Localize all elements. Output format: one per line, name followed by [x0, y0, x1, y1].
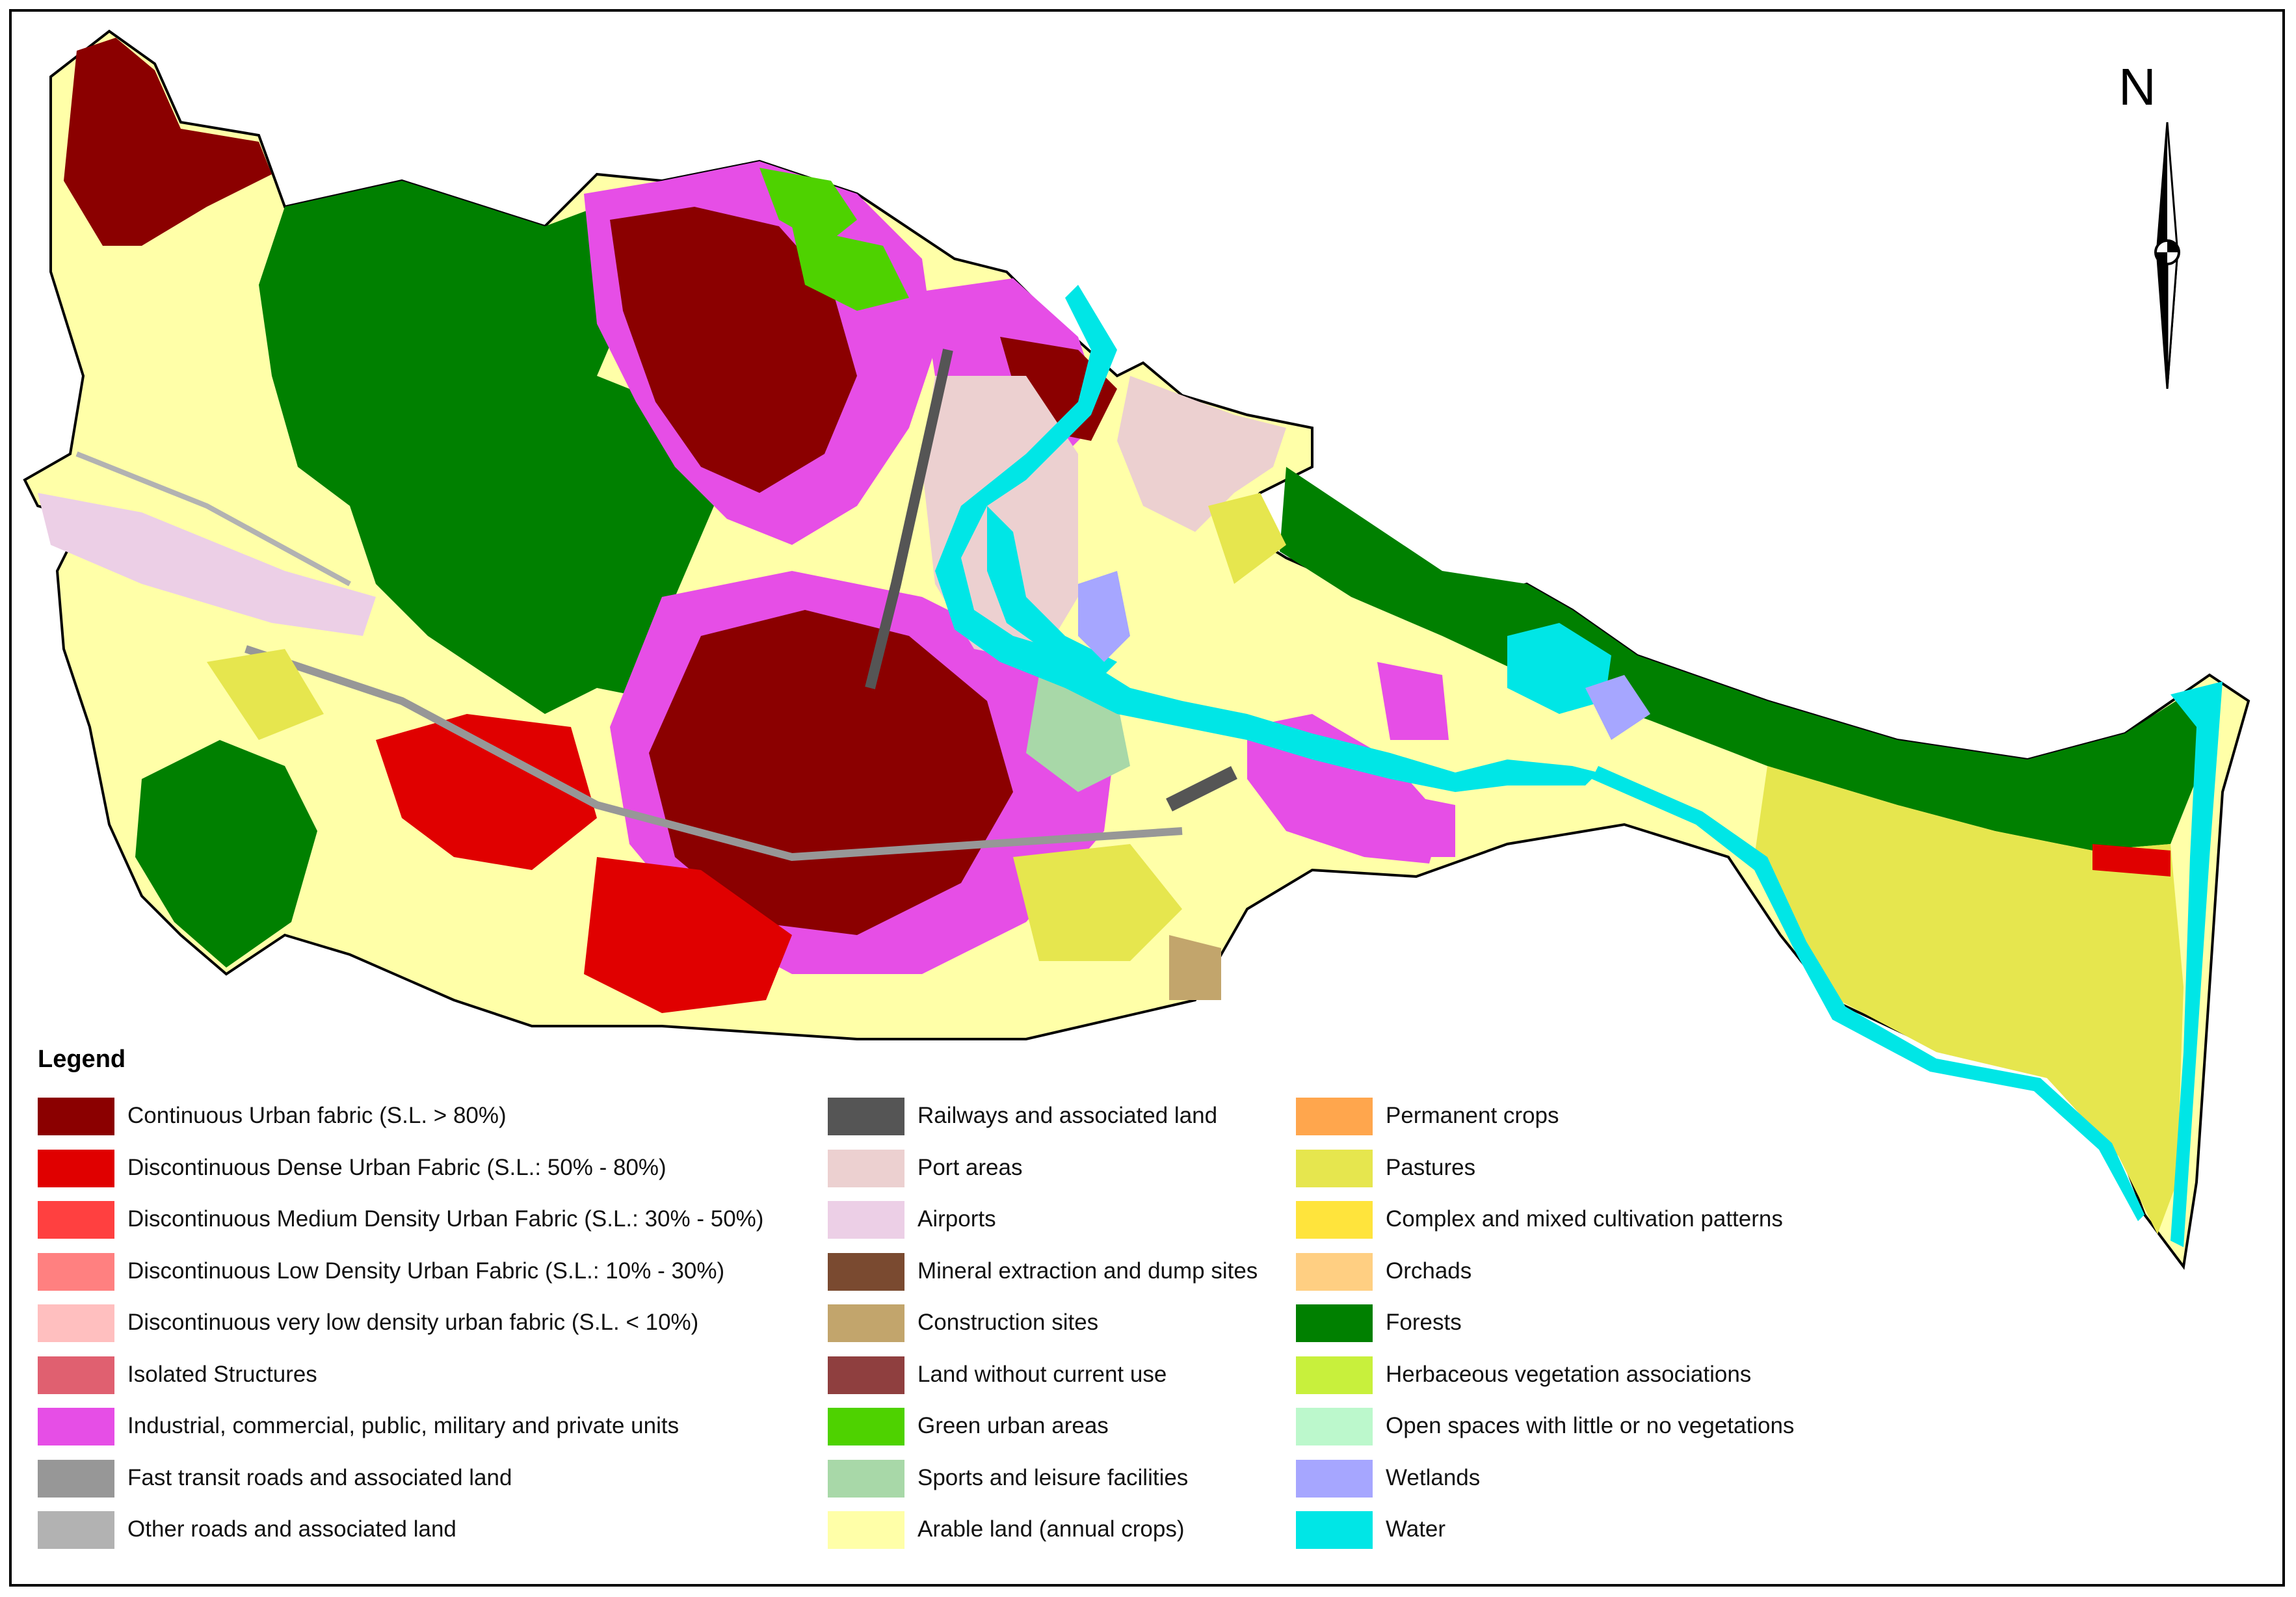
legend-label: Land without current use: [917, 1361, 1167, 1387]
legend-swatch: [828, 1511, 904, 1549]
legend-swatch: [38, 1511, 114, 1549]
urban-southwest: [376, 714, 597, 870]
legend-label: Orchads: [1386, 1258, 1472, 1284]
legend-swatch: [828, 1149, 904, 1187]
legend-swatch: [1296, 1356, 1373, 1394]
legend-swatch: [1296, 1511, 1373, 1549]
legend-label: Discontinuous Medium Density Urban Fabri…: [127, 1206, 764, 1232]
legend-label: Discontinuous very low density urban fab…: [127, 1310, 699, 1335]
legend-label: Other roads and associated land: [127, 1516, 456, 1542]
legend-label: Discontinuous Low Density Urban Fabric (…: [127, 1258, 725, 1284]
railway-segment: [1166, 766, 1237, 812]
water-lagoon: [1507, 623, 1611, 714]
legend-swatch: [828, 1252, 904, 1291]
urban-central-dense: [649, 610, 1013, 935]
airport: [38, 493, 376, 636]
legend-swatch: [38, 1149, 114, 1187]
urban-red-coast: [2092, 844, 2171, 877]
railway-line: [865, 349, 953, 689]
legend-swatch: [1296, 1149, 1373, 1187]
green-urban-north: [759, 168, 857, 246]
legend-title: Legend: [38, 1046, 126, 1073]
industrial-south-patch: [1377, 662, 1449, 740]
forest-southwest: [135, 740, 317, 968]
legend-label: Port areas: [917, 1154, 1023, 1180]
legend-label: Railways and associated land: [917, 1103, 1218, 1128]
legend-swatch: [1296, 1201, 1373, 1239]
legend-label: Industrial, commercial, public, military…: [127, 1413, 680, 1438]
legend-swatch: [38, 1408, 114, 1445]
pasture-patch-2: [207, 649, 324, 740]
legend-label: Permanent crops: [1386, 1103, 1559, 1128]
legend-label: Open spaces with little or no vegetation…: [1386, 1413, 1795, 1438]
legend-swatch: [38, 1304, 114, 1342]
legend-label: Wetlands: [1386, 1464, 1481, 1490]
legend-label: Discontinuous Dense Urban Fabric (S.L.: …: [127, 1154, 666, 1180]
urban-northwest: [64, 38, 272, 246]
road-other: [75, 451, 351, 587]
urban-north-dense: [610, 207, 857, 493]
legend-swatch: [38, 1356, 114, 1394]
legend-swatch: [1296, 1459, 1373, 1498]
legend-label: Forests: [1386, 1310, 1462, 1335]
legend-swatch: [1296, 1304, 1373, 1342]
water-coastline-east: [2171, 681, 2223, 1247]
land-use-map: [23, 29, 2250, 1271]
legend-label: Arable land (annual crops): [917, 1516, 1185, 1542]
legend-label: Water: [1386, 1516, 1446, 1542]
wetlands: [1585, 675, 1650, 740]
legend-swatch: [828, 1201, 904, 1239]
urban-south: [584, 857, 792, 1013]
pasture-patch-1: [1013, 844, 1182, 961]
legend-label: Sports and leisure facilities: [917, 1464, 1189, 1490]
green-urban-east: [792, 226, 909, 311]
legend-swatch: [828, 1356, 904, 1394]
road-fast-transit: [244, 645, 1183, 862]
construction-site: [1169, 935, 1221, 1000]
legend-swatch: [828, 1098, 904, 1135]
legend-swatch: [1296, 1408, 1373, 1445]
legend-swatch: [38, 1252, 114, 1291]
legend-label: Isolated Structures: [127, 1361, 317, 1387]
industrial-southeast-patch: [1390, 792, 1455, 857]
forest-coast: [1280, 467, 2197, 851]
legend-label: Mineral extraction and dump sites: [917, 1258, 1258, 1284]
legend-swatch: [38, 1098, 114, 1135]
legend-swatch: [1296, 1252, 1373, 1291]
pastures-east: [1754, 766, 2184, 1234]
legend-label: Herbaceous vegetation associations: [1386, 1361, 1752, 1387]
pasture-patch-3: [1208, 493, 1286, 584]
legend-label: Pastures: [1386, 1154, 1476, 1180]
legend-swatch: [828, 1459, 904, 1498]
map-frame: N Legend Continuous Urban fabric (S.L. >…: [9, 9, 2285, 1587]
legend-label: Complex and mixed cultivation patterns: [1386, 1206, 1783, 1232]
legend: Legend Continuous Urban fabric (S.L. > 8…: [38, 1033, 1988, 1566]
legend-label: Continuous Urban fabric (S.L. > 80%): [127, 1103, 507, 1128]
wetlands-2: [1078, 571, 1130, 662]
legend-label: Airports: [917, 1206, 996, 1232]
port-area-east: [1117, 376, 1286, 532]
legend-label: Construction sites: [917, 1310, 1099, 1335]
legend-label: Green urban areas: [917, 1413, 1109, 1438]
north-arrow-icon: [2154, 122, 2180, 389]
legend-swatch: [828, 1304, 904, 1342]
legend-swatch: [38, 1201, 114, 1239]
legend-swatch: [38, 1459, 114, 1498]
north-label: N: [2118, 58, 2156, 116]
legend-swatch: [1296, 1098, 1373, 1135]
legend-label: Fast transit roads and associated land: [127, 1464, 512, 1490]
legend-swatch: [828, 1408, 904, 1445]
